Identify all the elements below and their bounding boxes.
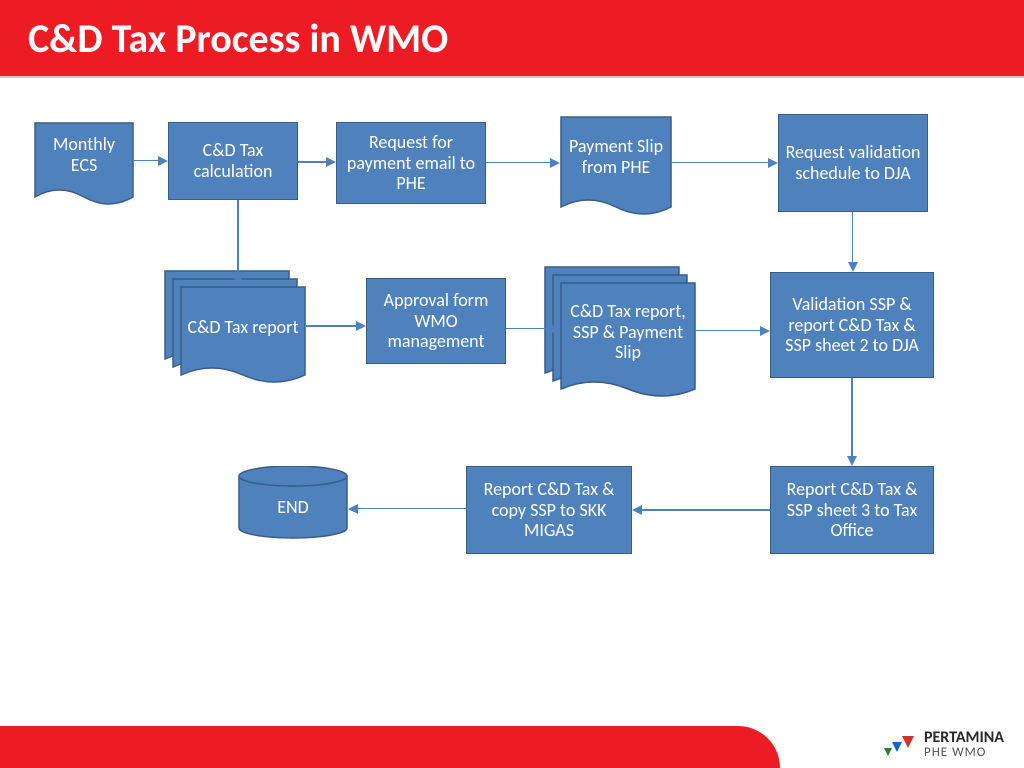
logo-icon [882, 728, 918, 760]
node-label: C&D Tax report, SSP & Payment Slip [560, 282, 696, 382]
node-n8: C&D Tax report, SSP & Payment Slip [560, 282, 696, 390]
node-n7: Approval form WMO management [366, 278, 506, 364]
node-label: Validation SSP & report C&D Tax & SSP sh… [770, 272, 934, 378]
node-n6: C&D Tax report [180, 286, 306, 376]
node-label: Approval form WMO management [366, 278, 506, 364]
logo-line2: PHE WMO [924, 746, 1004, 759]
slide-title: C&D Tax Process in WMO [28, 14, 448, 63]
footer-accent [0, 726, 780, 768]
node-n1: Monthly ECS [34, 122, 134, 198]
node-label: Report C&D Tax & SSP sheet 3 to Tax Offi… [770, 466, 934, 554]
node-n9: Validation SSP & report C&D Tax & SSP sh… [770, 272, 934, 378]
node-label: Report C&D Tax & copy SSP to SKK MIGAS [466, 466, 632, 554]
node-label: Request validation schedule to DJA [778, 114, 928, 212]
node-n3: Request for payment email to PHE [336, 122, 486, 204]
node-n11: Report C&D Tax & copy SSP to SKK MIGAS [466, 466, 632, 554]
logo-line1: PERTAMINA [924, 730, 1004, 746]
logo-text: PERTAMINA PHE WMO [924, 730, 1004, 759]
node-label: Request for payment email to PHE [336, 122, 486, 204]
flowchart-canvas: Monthly ECS C&D Tax calculation Request fo… [0, 78, 1024, 768]
node-label: END [238, 476, 348, 538]
slide-header: C&D Tax Process in WMO [0, 0, 1024, 78]
node-n5: Request validation schedule to DJA [778, 114, 928, 212]
logo: PERTAMINA PHE WMO [882, 728, 1004, 760]
node-label: Monthly ECS [34, 122, 134, 188]
node-n4: Payment Slip from PHE [560, 116, 672, 208]
node-n10: Report C&D Tax & SSP sheet 3 to Tax Offi… [770, 466, 934, 554]
node-n12: END [238, 476, 348, 538]
node-n2: C&D Tax calculation [168, 122, 298, 200]
node-label: Payment Slip from PHE [560, 116, 672, 198]
node-label: C&D Tax report [180, 286, 306, 368]
node-label: C&D Tax calculation [168, 122, 298, 200]
